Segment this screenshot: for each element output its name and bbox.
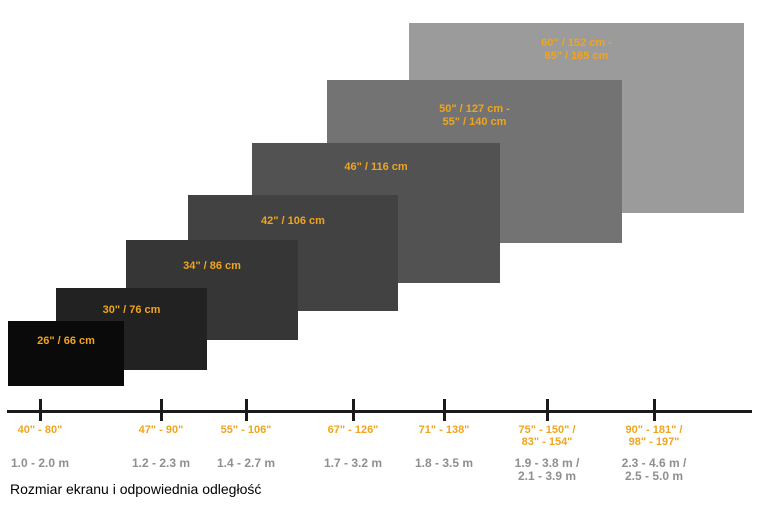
distance-range-label-2: 1.2 - 2.3 m <box>131 456 191 470</box>
distance-range-label-3: 1.4 - 2.7 m <box>216 456 276 470</box>
size-range-label-2: 47" - 90" <box>138 424 184 436</box>
screen-size-label-42in: 42" / 106 cm <box>261 215 325 227</box>
screen-size-label-26in: 26" / 66 cm <box>37 335 95 347</box>
size-range-label-5: 71" - 138" <box>418 424 470 436</box>
screen-rect-26in: 26" / 66 cm <box>8 321 124 386</box>
distance-range-label-1: 1.0 - 2.0 m <box>10 456 70 470</box>
screen-size-label-50-55in: 50" / 127 cm - 55" / 140 cm <box>439 103 510 128</box>
axis-tick-6 <box>546 399 549 421</box>
axis-tick-1 <box>39 399 42 421</box>
distance-range-label-6: 1.9 - 3.8 m / 2.1 - 3.9 m <box>514 456 580 483</box>
axis-tick-2 <box>160 399 163 421</box>
axis-tick-3 <box>245 399 248 421</box>
screen-size-label-34in: 34" / 86 cm <box>183 260 241 272</box>
distance-range-label-7: 2.3 - 4.6 m / 2.5 - 5.0 m <box>621 456 687 483</box>
size-range-label-1: 40" - 80" <box>17 424 63 436</box>
screen-size-label-60-65in: 60" / 152 cm - 65" / 165 cm <box>541 37 612 62</box>
axis-tick-7 <box>653 399 656 421</box>
distance-range-label-5: 1.8 - 3.5 m <box>414 456 474 470</box>
size-range-label-4: 67" - 126" <box>327 424 379 436</box>
size-range-label-6: 75" - 150" / 83" - 154" <box>518 424 576 448</box>
size-range-label-7: 90" - 181" / 98" - 197" <box>625 424 683 448</box>
screen-size-label-46in: 46" / 116 cm <box>344 161 408 173</box>
distance-axis-line <box>7 410 752 413</box>
size-range-label-3: 55" - 106" <box>220 424 272 436</box>
screen-size-label-30in: 30" / 76 cm <box>102 304 161 316</box>
axis-tick-4 <box>352 399 355 421</box>
distance-range-label-4: 1.7 - 3.2 m <box>323 456 383 470</box>
axis-tick-5 <box>443 399 446 421</box>
diagram-caption: Rozmiar ekranu i odpowiednia odległość <box>10 481 262 497</box>
